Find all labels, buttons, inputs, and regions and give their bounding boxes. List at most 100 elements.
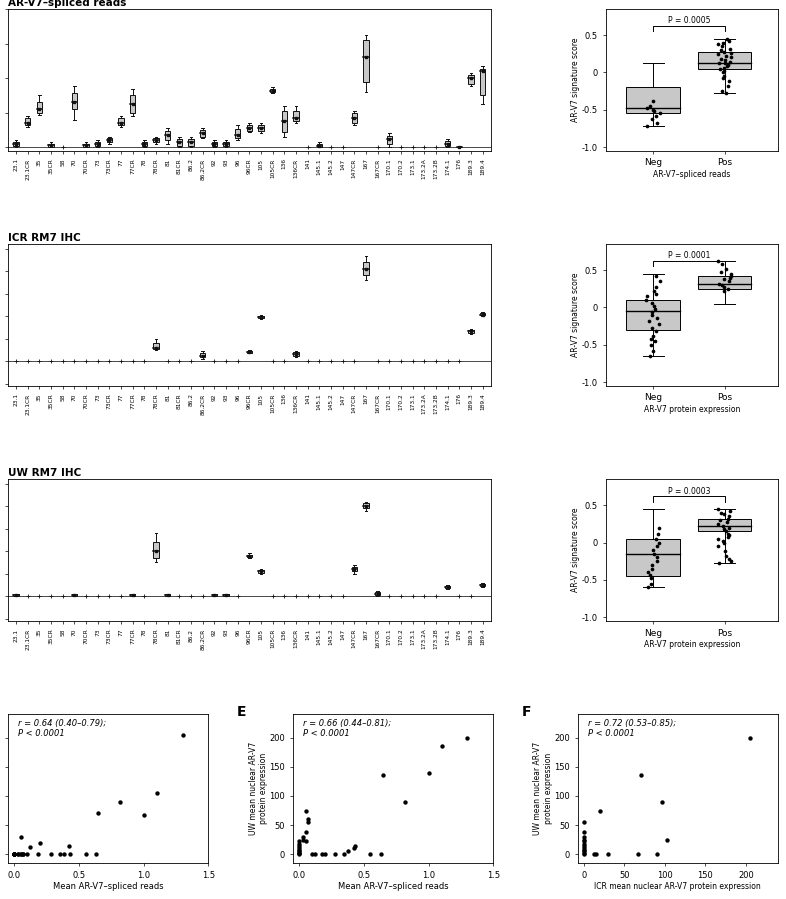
Text: E: E xyxy=(237,705,246,719)
Point xyxy=(650,109,663,123)
Bar xyxy=(130,594,135,596)
Bar xyxy=(72,594,77,596)
Point xyxy=(17,847,30,861)
Point xyxy=(31,847,44,861)
Point xyxy=(461,730,474,744)
Bar xyxy=(270,88,275,92)
Point xyxy=(714,52,727,67)
Point xyxy=(713,556,725,571)
Text: F: F xyxy=(521,705,531,719)
Bar xyxy=(698,51,751,68)
Point xyxy=(721,31,733,46)
Point xyxy=(718,280,730,294)
Point xyxy=(725,554,737,568)
Bar xyxy=(141,142,147,146)
Point xyxy=(590,847,602,861)
Point xyxy=(8,847,20,861)
Point xyxy=(644,568,656,583)
Point xyxy=(721,514,733,529)
Point xyxy=(587,847,600,861)
Point xyxy=(578,837,590,851)
Bar xyxy=(480,583,486,586)
Point xyxy=(646,562,659,576)
Point xyxy=(578,839,590,853)
Point xyxy=(716,84,729,98)
Point xyxy=(641,580,654,594)
Bar xyxy=(25,119,31,125)
Bar xyxy=(130,95,135,112)
Point xyxy=(176,727,189,742)
Point xyxy=(642,314,655,328)
Bar xyxy=(352,112,357,123)
Point xyxy=(716,71,729,85)
Bar xyxy=(259,316,263,318)
Point xyxy=(306,847,318,861)
Point xyxy=(293,844,306,859)
Point xyxy=(652,527,664,541)
Point xyxy=(646,557,659,572)
Text: r = 0.66 (0.44–0.81);
P < 0.0001: r = 0.66 (0.44–0.81); P < 0.0001 xyxy=(303,718,391,738)
Bar xyxy=(119,119,123,125)
Point xyxy=(21,847,34,861)
Bar xyxy=(480,314,486,316)
Point xyxy=(62,839,75,853)
Point xyxy=(299,834,312,849)
Point xyxy=(92,806,105,821)
Point xyxy=(720,524,733,539)
Bar xyxy=(317,144,322,147)
Bar xyxy=(95,142,101,146)
Point xyxy=(718,69,730,84)
Point xyxy=(645,338,657,352)
Point xyxy=(722,58,734,72)
Point xyxy=(114,795,127,809)
Point xyxy=(712,517,725,531)
Bar xyxy=(107,138,112,142)
Bar xyxy=(468,75,474,84)
Bar xyxy=(177,139,182,146)
Point xyxy=(718,271,730,286)
Point xyxy=(722,530,735,544)
Point xyxy=(717,534,729,548)
Point xyxy=(578,830,590,844)
Point xyxy=(8,847,20,861)
X-axis label: AR-V7 protein expression: AR-V7 protein expression xyxy=(644,640,740,649)
Point xyxy=(647,93,659,108)
Point xyxy=(647,547,659,561)
Text: ICR RM7 IHC: ICR RM7 IHC xyxy=(8,233,81,244)
Point xyxy=(650,280,663,294)
Point xyxy=(722,509,735,523)
Point xyxy=(578,844,590,859)
Point xyxy=(299,804,312,818)
Y-axis label: AR-V7 signature score: AR-V7 signature score xyxy=(571,508,581,592)
Bar xyxy=(387,136,392,144)
Point xyxy=(648,104,660,119)
Point xyxy=(718,284,731,298)
Text: r = 0.64 (0.40–0.79);
P < 0.0001: r = 0.64 (0.40–0.79); P < 0.0001 xyxy=(18,718,106,738)
Bar xyxy=(49,144,53,147)
Point xyxy=(725,46,737,60)
Point xyxy=(647,298,659,313)
Point xyxy=(723,528,736,542)
Point xyxy=(650,325,663,339)
Point xyxy=(715,278,728,292)
Bar xyxy=(698,276,751,289)
Point xyxy=(8,847,20,861)
Point xyxy=(716,519,729,533)
Point xyxy=(12,847,24,861)
Point xyxy=(17,847,30,861)
Point xyxy=(24,840,36,854)
Point xyxy=(724,504,736,519)
Point xyxy=(712,254,725,269)
Point xyxy=(374,847,387,861)
Point xyxy=(645,332,658,346)
Point xyxy=(293,846,306,860)
Point xyxy=(725,50,737,65)
Point xyxy=(720,49,733,63)
Point xyxy=(645,321,658,335)
Point xyxy=(647,102,659,117)
Bar xyxy=(375,592,380,595)
Y-axis label: UW mean nuclear AR-V7
protein expression: UW mean nuclear AR-V7 protein expression xyxy=(534,742,553,835)
Bar xyxy=(363,40,369,82)
Point xyxy=(338,847,351,861)
Point xyxy=(644,99,656,113)
